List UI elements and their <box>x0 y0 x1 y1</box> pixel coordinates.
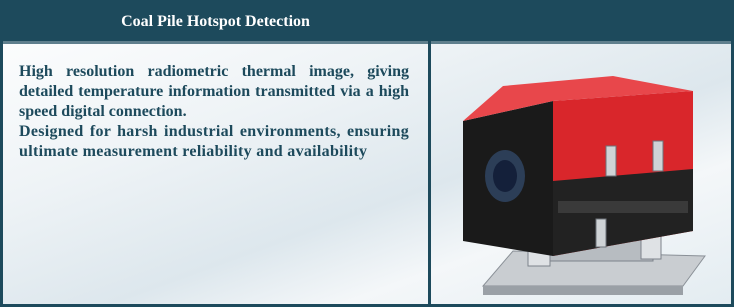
column-divider <box>428 3 431 304</box>
paragraph: Designed for harsh industrial environmen… <box>19 122 409 162</box>
description: High resolution radiometric thermal imag… <box>19 62 409 162</box>
header-separator <box>3 41 731 44</box>
camera-image <box>443 51 723 301</box>
header-title: Coal Pile Hotspot Detection <box>3 3 428 41</box>
paragraph: High resolution radiometric thermal imag… <box>19 62 409 122</box>
header-bar <box>431 3 731 41</box>
panel: Coal Pile Hotspot Detection High resolut… <box>0 0 734 307</box>
